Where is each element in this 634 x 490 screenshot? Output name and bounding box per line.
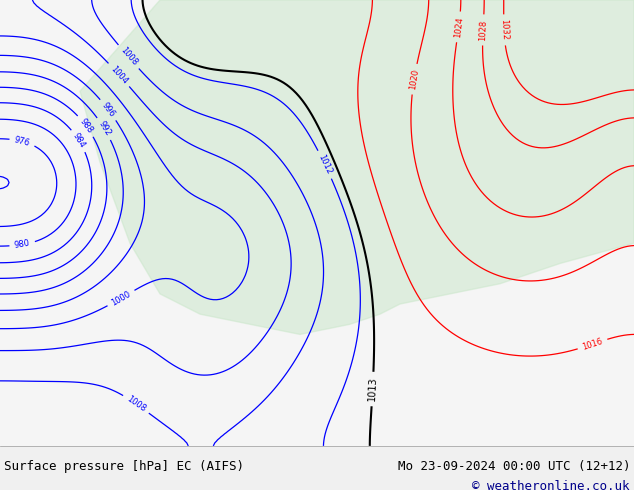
- Text: 1012: 1012: [316, 153, 333, 176]
- Text: 996: 996: [100, 101, 117, 119]
- Text: 984: 984: [71, 131, 87, 150]
- Text: 976: 976: [13, 135, 31, 148]
- Text: 992: 992: [96, 120, 112, 138]
- Text: 1000: 1000: [110, 289, 133, 307]
- Text: Mo 23-09-2024 00:00 UTC (12+12): Mo 23-09-2024 00:00 UTC (12+12): [398, 460, 630, 473]
- Text: 980: 980: [14, 239, 31, 250]
- Text: 1020: 1020: [408, 68, 420, 90]
- Text: 1032: 1032: [499, 19, 509, 41]
- Polygon shape: [80, 0, 634, 334]
- Text: 988: 988: [77, 117, 94, 135]
- Text: © weatheronline.co.uk: © weatheronline.co.uk: [472, 480, 630, 490]
- Text: 1004: 1004: [108, 64, 129, 86]
- Text: 1008: 1008: [125, 394, 148, 414]
- Text: 1028: 1028: [478, 19, 488, 41]
- Text: 1008: 1008: [118, 46, 139, 68]
- Text: Surface pressure [hPa] EC (AIFS): Surface pressure [hPa] EC (AIFS): [4, 460, 244, 473]
- Text: 1013: 1013: [367, 376, 378, 401]
- Text: 1016: 1016: [581, 337, 604, 352]
- Text: 1024: 1024: [453, 16, 465, 38]
